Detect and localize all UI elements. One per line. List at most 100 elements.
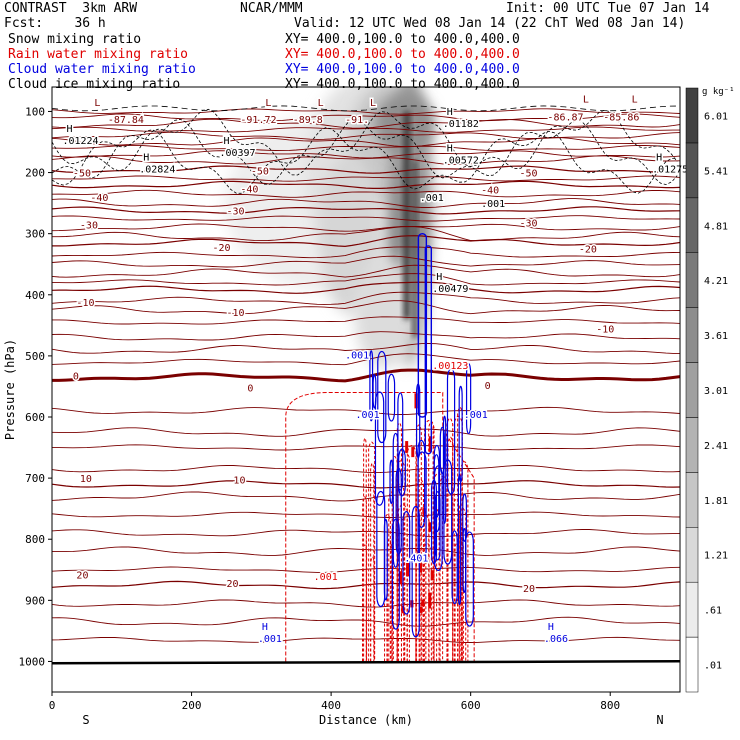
rain-contour bbox=[396, 460, 406, 662]
isotherm-line bbox=[52, 406, 680, 415]
cloud-water-contour bbox=[389, 459, 394, 505]
isotherm-line bbox=[52, 198, 680, 208]
field-label-snow: Snow mixing ratio bbox=[8, 32, 142, 47]
colorbar-swatch bbox=[685, 87, 699, 144]
field-xy-snow: XY= 400.0,100.0 to 400.0,400.0 bbox=[285, 32, 520, 47]
colorbar-label: 4.81 bbox=[704, 221, 728, 232]
colorbar-label: 1.21 bbox=[704, 551, 728, 562]
cloud-water-column bbox=[424, 245, 433, 455]
field-label-cloudice: Cloud ice mixing ratio bbox=[8, 77, 181, 92]
extremum-value: .00572 bbox=[443, 155, 479, 166]
init-time: Init: 00 UTC Tue 07 Jan 14 bbox=[506, 1, 710, 16]
isotherm-line bbox=[52, 246, 680, 259]
temperature-label: -86.87 bbox=[547, 112, 583, 123]
isotherm-line bbox=[52, 331, 680, 341]
cloud-ice-contour bbox=[52, 108, 678, 176]
contour-value-label: .001 bbox=[481, 199, 505, 210]
temperature-label: -87.84 bbox=[108, 115, 144, 126]
cloud-water-column bbox=[417, 232, 428, 418]
rain-contour bbox=[458, 507, 467, 662]
colorbar-label: .61 bbox=[704, 606, 722, 617]
colorbar: .01 .61 1.21 1.81 2.41 3.01 3.61 4.21 4.81 5.41 6.… bbox=[685, 87, 735, 693]
temperature-label: -89.8 bbox=[293, 115, 323, 126]
x-tick-label: 600 bbox=[461, 699, 481, 712]
colorbar-label: 1.81 bbox=[704, 496, 728, 507]
rain-contour bbox=[391, 456, 398, 662]
isotherm-line bbox=[52, 131, 680, 140]
temperature-label: -30 bbox=[520, 219, 538, 230]
rain-contour bbox=[447, 436, 454, 662]
rain-contour bbox=[460, 461, 469, 662]
x-tick-label: 800 bbox=[600, 699, 620, 712]
extremum-value: .066 bbox=[544, 634, 568, 645]
x-tick-label: 200 bbox=[182, 699, 202, 712]
snow-core-2 bbox=[412, 160, 418, 338]
cloud-ice-top-contour bbox=[52, 105, 680, 112]
rain-core-mark bbox=[421, 599, 425, 607]
cloud-water-contour bbox=[462, 493, 467, 542]
temperature-label: -10 bbox=[76, 298, 94, 309]
colorbar-swatch bbox=[685, 527, 699, 583]
temperature-label: -85.86 bbox=[603, 112, 639, 123]
cloud-water-contour bbox=[457, 474, 462, 606]
temperature-label: -10 bbox=[226, 308, 244, 319]
org-label: NCAR/MMM bbox=[240, 1, 303, 16]
cloud-water-contour bbox=[451, 530, 458, 605]
isotherm-line bbox=[52, 223, 680, 232]
isotherm--50 bbox=[52, 165, 680, 174]
colorbar-label: 3.01 bbox=[704, 386, 728, 397]
rain-core-mark bbox=[428, 436, 432, 452]
contour-value-label: .001 bbox=[464, 410, 488, 421]
extremum-value: .00479 bbox=[432, 284, 468, 295]
temperature-label: -20 bbox=[212, 243, 230, 254]
isotherm--30 bbox=[52, 206, 680, 215]
isotherm-line bbox=[52, 273, 680, 286]
extremum-mark: L bbox=[318, 98, 324, 109]
y-tick-label: 800 bbox=[25, 533, 45, 546]
isotherm-line bbox=[52, 144, 680, 152]
y-tick-label: 700 bbox=[25, 472, 45, 485]
contour-value-label: .001 bbox=[420, 193, 444, 204]
isotherm--40 bbox=[52, 180, 680, 189]
y-tick-label: 400 bbox=[25, 289, 45, 302]
cloud-water-contours bbox=[369, 232, 474, 638]
temperature-label: -40 bbox=[90, 193, 108, 204]
field-xy-cloudice: XY= 400.0,100.0 to 400.0,400.0 bbox=[285, 77, 520, 92]
rain-contour bbox=[368, 441, 376, 662]
extremum-mark: H bbox=[436, 272, 442, 283]
temperature-label: -20 bbox=[579, 244, 597, 255]
extremum-mark: H bbox=[262, 622, 268, 633]
extremum-mark: L bbox=[370, 98, 376, 109]
extremum-value: .01224 bbox=[62, 136, 98, 147]
colorbar-units: g kg⁻¹ bbox=[702, 87, 735, 97]
isotherm-line bbox=[52, 215, 680, 222]
y-tick-label: 600 bbox=[25, 411, 45, 424]
field-xy-cloudwater: XY= 400.0,100.0 to 400.0,400.0 bbox=[285, 62, 520, 77]
contour-value-label: .001 bbox=[314, 572, 338, 583]
colorbar-swatch bbox=[685, 142, 699, 199]
cloud-water-contour bbox=[398, 448, 406, 497]
cloud-ice-contours bbox=[52, 105, 680, 194]
rain-core-mark bbox=[430, 570, 434, 581]
temperature-label: 20 bbox=[226, 579, 238, 590]
rain-core-mark bbox=[419, 606, 423, 613]
rain-contour bbox=[453, 415, 463, 662]
rain-core-mark bbox=[401, 605, 405, 614]
colorbar-swatch bbox=[685, 581, 699, 638]
isotherm-line bbox=[52, 291, 680, 305]
rain-contour bbox=[457, 519, 463, 662]
y-tick-label: 200 bbox=[25, 167, 45, 180]
temperature-label: -30 bbox=[80, 221, 98, 232]
snow-shade-blob bbox=[354, 258, 415, 369]
y-axis-label: Pressure (hPa) bbox=[3, 339, 17, 440]
contour-value-label: .00123 bbox=[432, 361, 468, 372]
extremum-mark: L bbox=[583, 95, 589, 106]
extremum-mark: L bbox=[94, 98, 100, 109]
cloud-water-contour bbox=[430, 479, 438, 565]
isotherm-line bbox=[52, 113, 680, 122]
contour-value-label: .401 bbox=[404, 554, 428, 565]
extremum-mark: H bbox=[143, 153, 149, 164]
extremum-mark: H bbox=[447, 107, 453, 118]
rain-core-mark bbox=[428, 592, 432, 609]
